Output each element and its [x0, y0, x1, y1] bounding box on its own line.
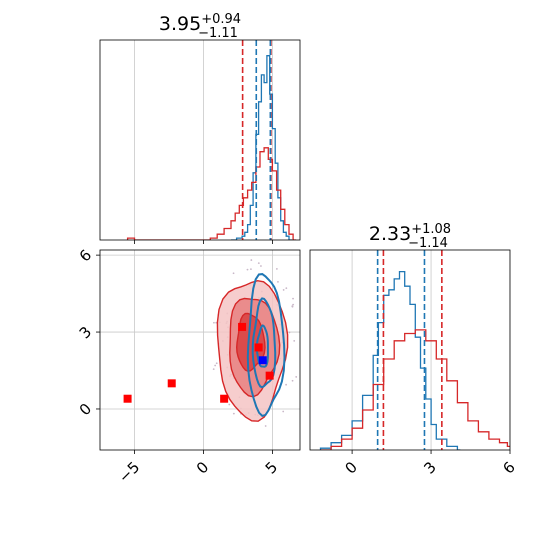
blue-contour-level — [246, 273, 286, 418]
sample-point — [250, 268, 252, 271]
panel-right-title-lower: −1.14 — [408, 236, 448, 251]
histogram-series-0 — [231, 55, 292, 240]
blue-contour-level — [251, 297, 277, 389]
sample-point — [214, 364, 217, 367]
sample-point — [232, 412, 235, 415]
red-marker — [220, 394, 229, 403]
sample-point — [215, 362, 218, 365]
sample-point — [285, 383, 287, 386]
sample-point — [285, 287, 288, 290]
panel-top-title-value: 3.95 — [159, 13, 201, 35]
sample-point — [228, 403, 231, 406]
panel-right-ticks: 0 3 6 — [341, 450, 519, 478]
y-tick-label: 0 — [76, 400, 95, 419]
sample-point — [293, 339, 296, 342]
sample-point — [292, 297, 294, 300]
panel-top-quantile-lines — [241, 40, 272, 240]
panel-right-histograms — [319, 270, 510, 450]
x-tick-label: 3 — [420, 458, 439, 477]
y-tick-label: 3 — [76, 323, 95, 342]
sample-point — [213, 321, 215, 324]
sample-point — [257, 262, 260, 265]
panel-top-title-upper: +0.94 — [201, 12, 241, 27]
x-tick-label: 0 — [341, 458, 360, 477]
red-marker — [254, 343, 263, 352]
histogram-series-1 — [320, 329, 510, 450]
panel-top-histograms — [126, 55, 297, 240]
histogram-series-0 — [319, 270, 461, 450]
sample-point — [275, 268, 278, 270]
sample-point — [291, 379, 294, 382]
sample-point — [232, 272, 235, 275]
panel-joint: −5 0 5 0 3 6 — [76, 246, 301, 486]
sample-point — [212, 368, 215, 371]
sample-point — [215, 321, 218, 324]
panel-top-ticks — [134, 240, 273, 244]
blue-marker — [258, 356, 267, 365]
sample-point — [246, 268, 249, 271]
sample-point — [295, 376, 298, 378]
y-tick-label: 6 — [76, 246, 95, 265]
panel-right-quantile-lines — [376, 250, 443, 450]
sample-point — [282, 289, 285, 291]
panel-right-title: 2.33+1.08 −1.14 — [369, 222, 451, 251]
panel-top-marginal: 3.95+0.94 −1.11 — [99, 12, 301, 244]
panel-right-title-value: 2.33 — [369, 223, 411, 245]
panel-joint-grid — [100, 250, 300, 450]
panel-top-title-lower: −1.11 — [198, 26, 238, 41]
sample-point — [264, 425, 267, 427]
x-tick-label: −5 — [115, 458, 143, 486]
panel-top-grid — [134, 40, 273, 240]
panel-right-title-upper: +1.08 — [411, 222, 451, 237]
panel-joint-markers — [123, 322, 274, 403]
x-tick-label: 6 — [499, 458, 518, 477]
red-marker — [265, 371, 274, 380]
panel-joint-frame — [99, 249, 301, 451]
panel-top-title: 3.95+0.94 −1.11 — [159, 12, 241, 41]
panel-right-marginal: 2.33+1.08 −1.14 0 3 6 — [309, 222, 519, 478]
x-tick-label: 5 — [262, 458, 281, 477]
sample-point — [291, 305, 294, 308]
red-marker — [123, 394, 132, 403]
histogram-series-1 — [126, 147, 297, 240]
panel-top-frame — [99, 39, 301, 241]
x-tick-label: 0 — [193, 458, 212, 477]
sample-point — [250, 259, 253, 261]
sample-point — [277, 280, 279, 283]
panel-right-frame — [309, 249, 511, 451]
sample-point — [292, 303, 295, 306]
red-marker — [167, 379, 176, 388]
red-marker — [238, 322, 247, 331]
sample-point — [288, 331, 291, 334]
sample-point — [260, 265, 262, 267]
sample-point — [282, 410, 285, 413]
